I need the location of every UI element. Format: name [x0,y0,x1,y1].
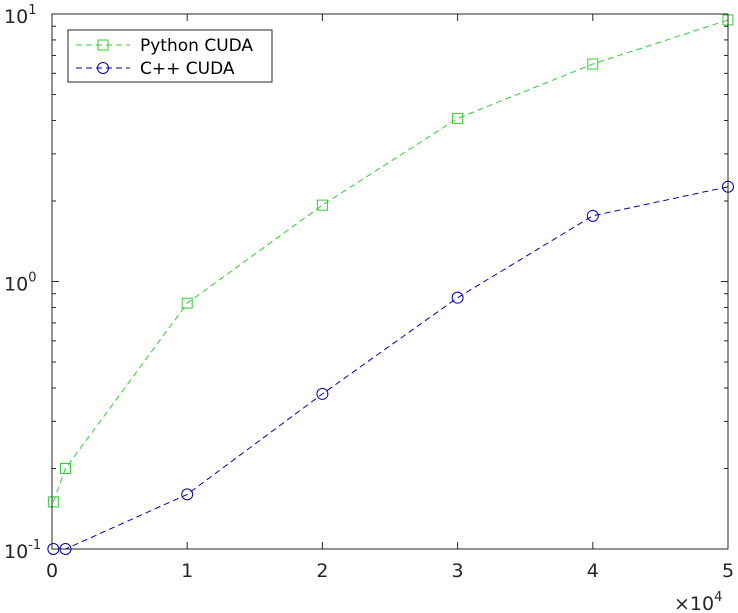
x-tick-label: 4 [587,560,599,582]
data-point-cpp-cuda [316,387,329,400]
data-point-cpp-cuda [181,488,194,501]
y-tick-exponent: -1 [28,538,41,553]
data-point-python-cuda [587,58,599,70]
data-point-cpp-cuda [586,209,599,222]
x-multiplier-base: ×10 [674,593,714,613]
y-tick-exponent: 0 [28,271,36,286]
y-tick-label: 10-1 [4,538,41,563]
x-tick-label: 0 [46,560,58,582]
data-point-python-cuda [452,112,464,124]
legend-label-python-cuda: Python CUDA [140,36,253,56]
y-tick-base: 10 [4,274,28,296]
y-tick-base: 10 [4,541,28,563]
y-tick-label: 100 [4,271,36,296]
data-point-cpp-cuda [451,291,464,304]
data-point-python-cuda [181,297,193,309]
x-tick-label: 2 [316,560,328,582]
legend-label-cpp-cuda: C++ CUDA [140,59,235,79]
y-tick-base: 10 [4,6,28,28]
data-point-python-cuda [316,199,328,211]
x-tick-label: 3 [452,560,464,582]
data-point-python-cuda [60,462,72,474]
x-multiplier-exponent: 4 [714,590,722,605]
y-tick-label: 101 [4,3,36,28]
plot-area [52,14,728,549]
series-line-python-cuda [52,19,729,503]
legend-box [67,29,273,83]
y-tick-exponent: 1 [28,3,36,18]
legend-marker-python-cuda [97,39,109,51]
x-tick-label: 1 [181,560,193,582]
legend-marker-cpp-cuda [97,62,109,74]
legend: Python CUDA C++ CUDA [67,29,273,83]
x-multiplier-label: ×104 [674,590,722,613]
x-tick-label: 5 [722,560,734,582]
data-point-python-cuda [47,496,59,508]
